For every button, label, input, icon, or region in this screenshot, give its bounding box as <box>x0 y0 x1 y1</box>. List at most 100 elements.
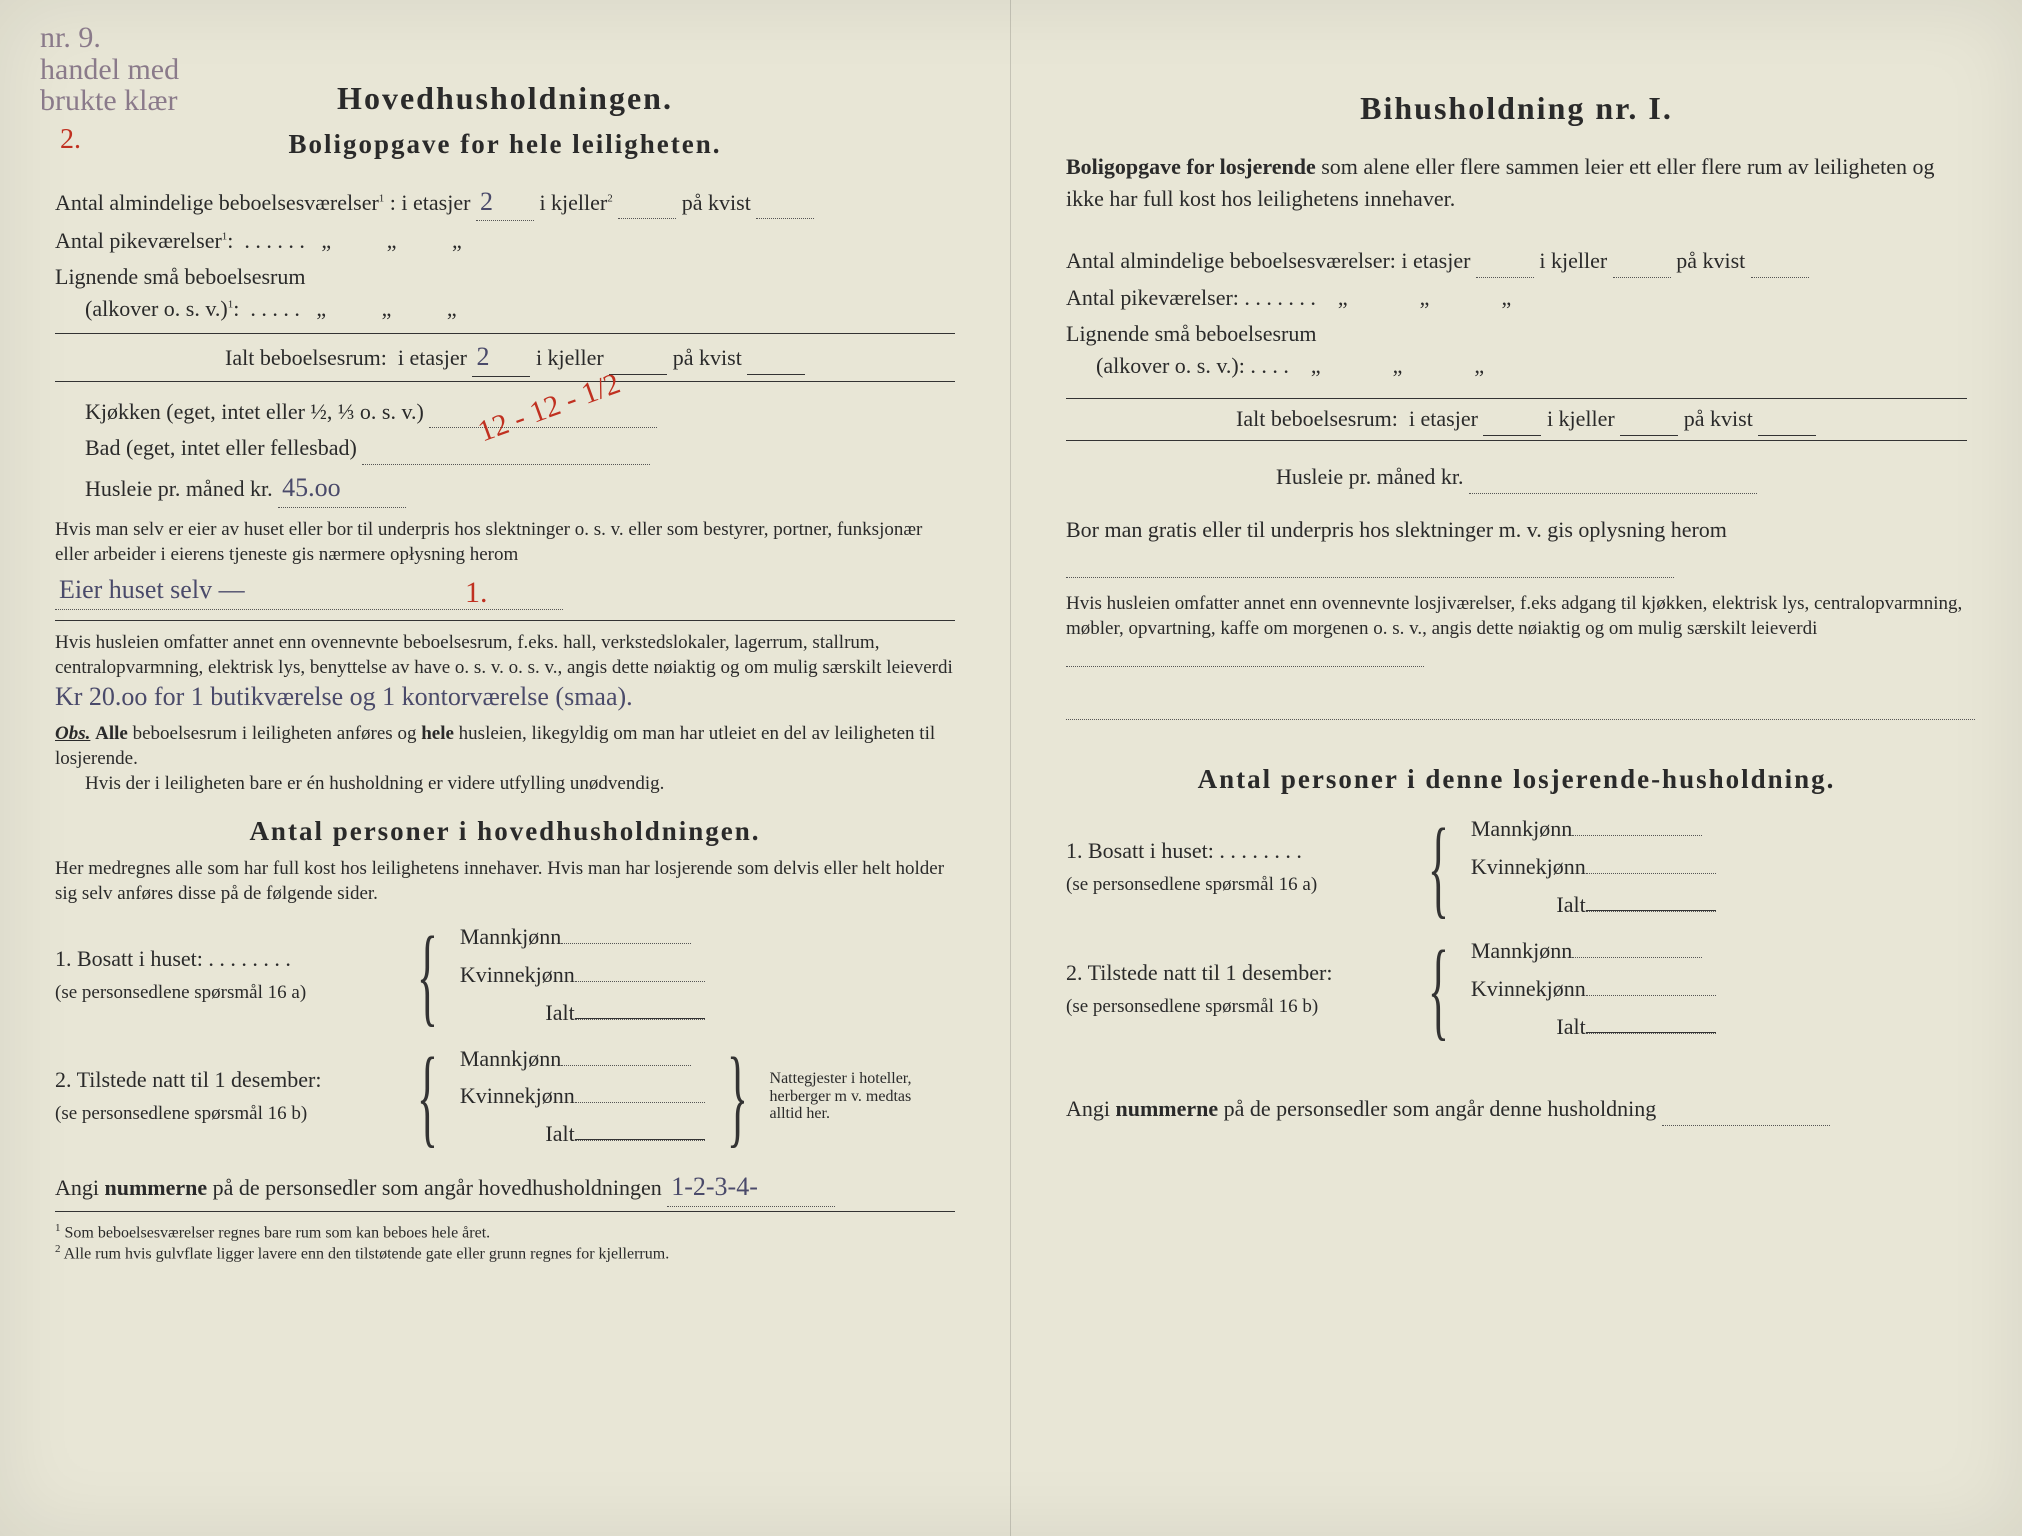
r-rooms-line: Antal almindelige beboelsesværelser: i e… <box>1066 245 1967 278</box>
kjeller-label: i kjeller <box>539 190 607 215</box>
r-husleie-label: Husleie pr. måned kr. <box>1276 464 1464 489</box>
pike-label: Antal pikeværelser <box>55 228 222 253</box>
husleie-value: 45.oo <box>278 469 406 508</box>
r-kjeller-label: i kjeller <box>1539 248 1607 273</box>
tilstede-label: 2. Tilstede natt til 1 desember: (se per… <box>55 1064 395 1128</box>
bosatt-label: 1. Bosatt i huset: . . . . . . . . (se p… <box>55 943 395 1007</box>
bosatt-label-text: 1. Bosatt i huset: . . . . . . . . <box>55 946 291 971</box>
r-lignende-line: Lignende små beboelsesrum (alkover o. s.… <box>1066 318 1967 382</box>
r-mann-label-2: Mannkjønn <box>1471 935 1716 967</box>
kvinne-label: Kvinnekjønn <box>460 959 705 991</box>
mann-label: Mannkjønn <box>460 921 705 953</box>
kvist-label: på kvist <box>682 190 751 215</box>
footnote-ref-2: 2 <box>607 192 613 204</box>
r-angi-line: Angi nummerne på de personsedler som ang… <box>1066 1093 1967 1126</box>
r-kvinne-label-2: Kvinnekjønn <box>1471 973 1716 1005</box>
alkover-label: (alkover o. s. v.) <box>55 296 228 321</box>
r-pike-line: Antal pikeværelser: . . . . . . . „ „ „ <box>1066 282 1967 314</box>
r-tilstede-sub: (se personsedlene spørsmål 16 b) <box>1066 996 1318 1017</box>
ialt-kvist-value <box>747 342 805 375</box>
r-tilstede-block: 2. Tilstede natt til 1 desember: (se per… <box>1066 935 1967 1043</box>
r-gratis-text: Bor man gratis eller til underpris hos s… <box>1066 517 1727 542</box>
r-rooms-label: Antal almindelige beboelsesværelser: i e… <box>1066 248 1470 273</box>
footnote-ref-1c: 1 <box>228 299 234 311</box>
kjeller-value <box>618 187 676 220</box>
ialt-label: Ialt beboelsesrum: <box>225 345 387 370</box>
footnote-ref-1: 1 <box>379 192 385 204</box>
r-husleie-line: Husleie pr. måned kr. <box>1066 461 1967 494</box>
red-annotation-2: 2. <box>60 120 81 161</box>
bosatt-sub: (se personsedlene spørsmål 16 a) <box>55 982 306 1003</box>
r-ialt-label-1: Ialt <box>1471 889 1716 921</box>
angi-line: Angi nummerne på de personsedler som ang… <box>55 1168 955 1207</box>
r-bosatt-label-text: 1. Bosatt i huset: . . . . . . . . <box>1066 838 1302 863</box>
gender-col: Mannkjønn Kvinnekjønn Ialt <box>460 921 705 1029</box>
mann-label-2: Mannkjønn <box>460 1043 705 1075</box>
husleie-line: Husleie pr. måned kr. 45.oo <box>55 469 955 508</box>
tilstede-label-text: 2. Tilstede natt til 1 desember: <box>55 1067 321 1092</box>
obs-paragraph: Obs. Alle beboelsesrum i leiligheten anf… <box>55 722 955 796</box>
gender-col: Mannkjønn Kvinnekjønn Ialt <box>460 1043 705 1151</box>
etasjer-label: : i etasjer <box>390 190 471 215</box>
ialt-etasjer-value: 2 <box>472 338 530 377</box>
angi-value: 1-2-3-4- <box>667 1168 835 1207</box>
r-omfatter-value <box>1066 642 1424 668</box>
r-husleie-value <box>1469 461 1757 494</box>
divider <box>55 1211 955 1212</box>
antal-heading: Antal personer i hovedhusholdningen. <box>55 812 955 851</box>
right-intro: Boligopgave for losjerende som alene ell… <box>1066 151 1967 215</box>
left-title: Hovedhusholdningen. <box>55 75 955 121</box>
r-kvinne-label: Kvinnekjønn <box>1471 851 1716 883</box>
ialt-label-2: Ialt <box>460 1118 705 1150</box>
rooms-line: Antal almindelige beboelsesværelser1 : i… <box>55 183 955 222</box>
r-ialt-label-2: Ialt <box>1471 1011 1716 1043</box>
kjokken-line: Kjøkken (eget, intet eller ½, ⅓ o. s. v.… <box>55 396 955 429</box>
r-tilstede-label-text: 2. Tilstede natt til 1 desember: <box>1066 960 1332 985</box>
r-gratis-value <box>1066 545 1674 578</box>
lignende-label: Lignende små beboelsesrum <box>55 264 306 289</box>
r-ialt-label: Ialt beboelsesrum: <box>1236 406 1398 431</box>
r-angi-value <box>1662 1093 1830 1126</box>
lignende-line: Lignende små beboelsesrum (alkover o. s.… <box>55 261 955 325</box>
r-alkover-label: (alkover o. s. v.): . . . . <box>1066 353 1289 378</box>
r-ialt-kvist-value <box>1758 403 1816 436</box>
pike-line: Antal pikeværelser1: . . . . . . „ „ „ <box>55 225 955 257</box>
left-subtitle: Boligopgave for hele leiligheten. <box>55 125 955 164</box>
bad-label: Bad (eget, intet eller fellesbad) <box>85 435 357 460</box>
r-omfatter-text: Hvis husleien omfatter annet enn ovennev… <box>1066 593 1962 639</box>
r-ialt-etasjer-value <box>1483 403 1541 436</box>
right-title: Bihusholdning nr. I. <box>1066 85 1967 131</box>
kvist-value <box>756 187 814 220</box>
brace-icon: { <box>1428 945 1449 1033</box>
omfatter-text: Hvis husleien omfatter annet enn ovennev… <box>55 632 953 678</box>
ialt-line: Ialt beboelsesrum: i etasjer 2 i kjeller… <box>55 333 955 382</box>
r-ialt-line: Ialt beboelsesrum: i etasjer i kjeller p… <box>1066 398 1967 441</box>
eier-paragraph: Hvis man selv er eier av huset eller bor… <box>55 518 955 567</box>
husleie-label: Husleie pr. måned kr. <box>85 476 273 501</box>
r-ialt-etasjer-label: i etasjer <box>1409 406 1478 431</box>
brace-close-icon: { <box>727 1052 748 1140</box>
handwritten-margin-note: nr. 9. handel med brukte klær <box>40 22 179 117</box>
nattegjester-note: Nattegjester i hoteller, herberger m v. … <box>770 1070 930 1123</box>
intro-bold: Boligopgave for losjerende <box>1066 154 1316 179</box>
r-tilstede-label: 2. Tilstede natt til 1 desember: (se per… <box>1066 957 1406 1021</box>
left-page: nr. 9. handel med brukte klær 2. Hovedhu… <box>0 0 1011 1536</box>
r-kjeller-value <box>1613 245 1671 278</box>
r-ialt-kjeller-value <box>1620 403 1678 436</box>
r-gender-col: Mannkjønn Kvinnekjønn Ialt <box>1471 813 1716 921</box>
angi-label: Angi nummerne på de personsedler som ang… <box>55 1175 662 1200</box>
r-lignende-label: Lignende små beboelsesrum <box>1066 321 1317 346</box>
footnotes: 1 Som beboelsesværelser regnes bare rum … <box>55 1222 955 1265</box>
bosatt-block: 1. Bosatt i huset: . . . . . . . . (se p… <box>55 921 955 1029</box>
r-bosatt-block: 1. Bosatt i huset: . . . . . . . . (se p… <box>1066 813 1967 921</box>
divider <box>55 620 955 621</box>
r-ialt-kjeller-label: i kjeller <box>1547 406 1615 431</box>
eier-value-line: Eier huset selv — 1. <box>55 571 955 610</box>
r-bosatt-sub: (se personsedlene spørsmål 16 a) <box>1066 874 1317 895</box>
r-bosatt-label: 1. Bosatt i huset: . . . . . . . . (se p… <box>1066 835 1406 899</box>
obs-label: Obs. <box>55 723 90 744</box>
rooms-label: Antal almindelige beboelsesværelser <box>55 190 379 215</box>
brace-icon: { <box>417 1052 438 1140</box>
r-gratis-para: Bor man gratis eller til underpris hos s… <box>1066 514 1967 579</box>
ialt-kjeller-label: i kjeller <box>536 345 604 370</box>
